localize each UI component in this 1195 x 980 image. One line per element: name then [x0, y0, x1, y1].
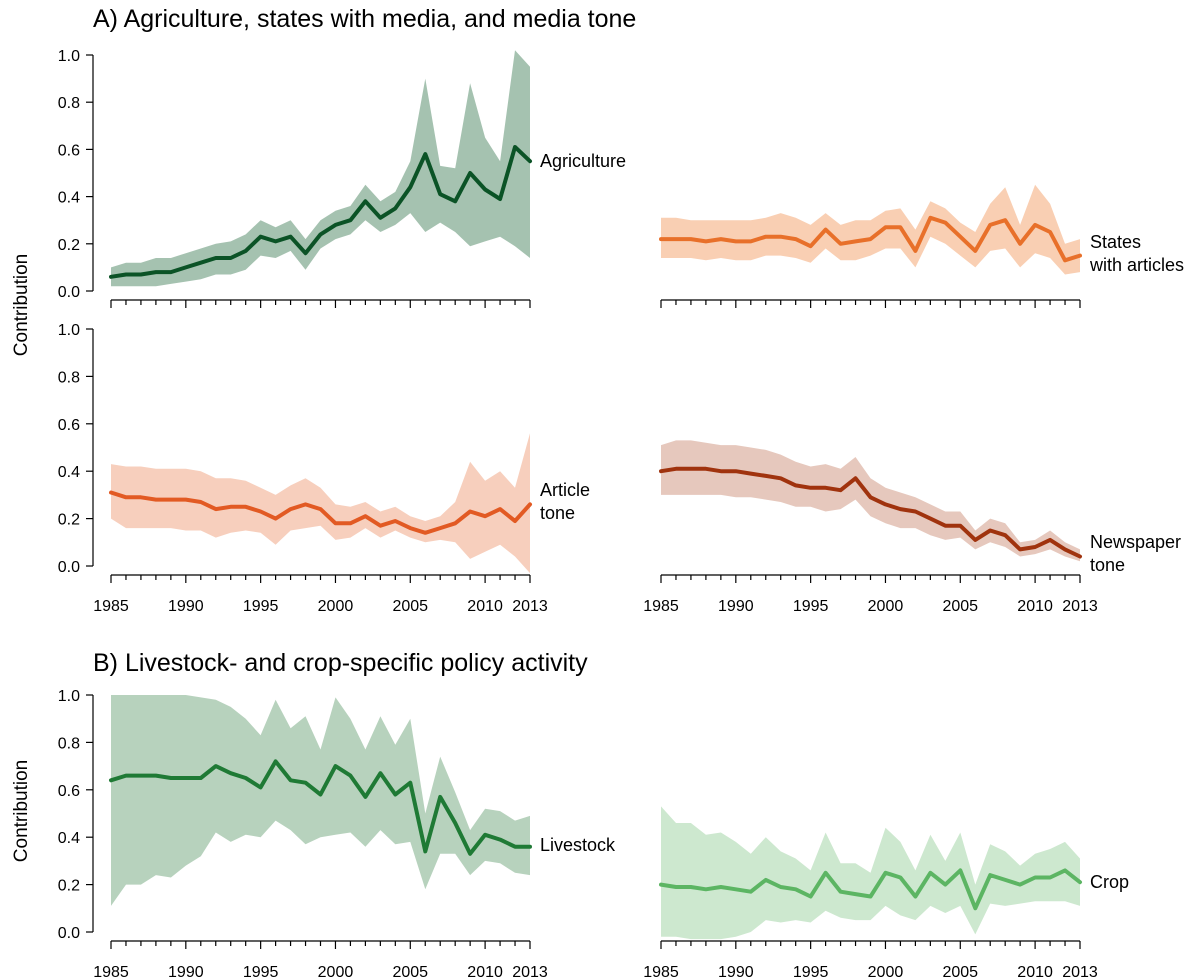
series-line: [109, 145, 532, 279]
series-line: [659, 215, 1082, 263]
x-tick-label: 2013: [1062, 964, 1098, 980]
x-tick-label: 2010: [1017, 598, 1053, 615]
x-tick-label: 1990: [168, 964, 204, 980]
section-b-title: B) Livestock- and crop-specific policy a…: [93, 649, 588, 677]
y-tick-label: 1.0: [58, 48, 80, 65]
series-label: Crop: [1090, 872, 1129, 892]
x-tick-label: 2013: [1062, 598, 1098, 615]
x-tick-label: 2005: [392, 598, 428, 615]
x-tick-label: 1985: [643, 598, 679, 615]
confidence-band: [661, 184, 1080, 275]
x-tick-label: 2010: [467, 964, 503, 980]
x-tick-label: 1995: [793, 598, 829, 615]
panel-agriculture: 0.0 0.2 0.4 0.6 0.8 1.0 Agriculture: [58, 48, 626, 308]
x-tick-label: 2005: [392, 964, 428, 980]
confidence-band: [111, 50, 530, 287]
x-tick-label: 1995: [243, 598, 279, 615]
y-tick-label: 0.8: [58, 369, 80, 386]
y-tick-label: 0.8: [58, 735, 80, 752]
y-tick-label: 0.0: [58, 559, 80, 576]
series-label: tone: [1090, 555, 1125, 575]
series-label: with articles: [1089, 255, 1184, 275]
y-tick-label: 0.0: [58, 284, 80, 301]
chart-panels: 0.0 0.2 0.4 0.6 0.8 1.0 Agriculture States with …: [58, 48, 1184, 980]
x-tick-label: 1995: [243, 964, 279, 980]
panel-livestock: 1985 1990 1995 2000 2005 2010 2013 0.0 0.2 0.4 0.6…: [58, 688, 616, 980]
y-axis-label-a: Contribution: [11, 254, 32, 356]
panel-newspaper-tone: 1985 1990 1995 2000 2005 2010 2013 Newspaper ton…: [643, 440, 1181, 615]
x-tick-label: 2013: [512, 598, 548, 615]
series-label: States: [1090, 232, 1141, 252]
x-tick-label: 1995: [793, 964, 829, 980]
x-tick-label: 2013: [512, 964, 548, 980]
series-label: tone: [540, 503, 575, 523]
panel-crop: 1985 1990 1995 2000 2005 2010 2013 Crop: [643, 806, 1129, 980]
x-tick-label: 2000: [868, 964, 904, 980]
y-tick-label: 0.8: [58, 95, 80, 112]
x-tick-label: 1990: [718, 964, 754, 980]
y-tick-label: 0.4: [58, 464, 80, 481]
y-tick-label: 1.0: [58, 688, 80, 705]
y-tick-label: 0.6: [58, 783, 80, 800]
y-tick-label: 0.2: [58, 878, 80, 895]
series-label: Newspaper: [1090, 532, 1181, 552]
y-tick-label: 0.4: [58, 190, 80, 207]
series-line: [109, 759, 532, 856]
y-axis-label-b: Contribution: [11, 760, 32, 862]
x-tick-label: 1990: [168, 598, 204, 615]
y-tick-label: 0.6: [58, 417, 80, 434]
confidence-band: [111, 695, 530, 906]
x-tick-label: 1985: [93, 598, 129, 615]
x-tick-label: 1985: [643, 964, 679, 980]
x-tick-label: 2010: [1017, 964, 1053, 980]
x-tick-label: 2000: [318, 598, 354, 615]
x-tick-label: 2000: [318, 964, 354, 980]
y-tick-label: 1.0: [58, 322, 80, 339]
y-tick-label: 0.2: [58, 237, 80, 254]
x-tick-label: 2005: [942, 598, 978, 615]
panel-states-with-articles: States with articles: [659, 184, 1184, 308]
series-label: Livestock: [540, 835, 616, 855]
panel-article-tone: 1985 1990 1995 2000 2005 2010 2013 0.0 0.2 0.4 0.6…: [58, 322, 590, 615]
y-tick-label: 0.0: [58, 925, 80, 942]
series-line: [659, 868, 1082, 911]
section-a-title: A) Agriculture, states with media, and m…: [93, 5, 636, 33]
x-tick-label: 2010: [467, 598, 503, 615]
series-line: [109, 490, 532, 535]
y-tick-label: 0.4: [58, 830, 80, 847]
series-label: Article: [540, 480, 590, 500]
y-tick-label: 0.6: [58, 142, 80, 159]
confidence-band: [661, 440, 1080, 562]
series-line: [659, 466, 1082, 559]
series-label: Agriculture: [540, 151, 626, 171]
confidence-band: [111, 433, 530, 574]
x-tick-label: 1985: [93, 964, 129, 980]
x-tick-label: 2005: [942, 964, 978, 980]
x-tick-label: 2000: [868, 598, 904, 615]
y-tick-label: 0.2: [58, 512, 80, 529]
confidence-band: [661, 806, 1080, 940]
x-tick-label: 1990: [718, 598, 754, 615]
